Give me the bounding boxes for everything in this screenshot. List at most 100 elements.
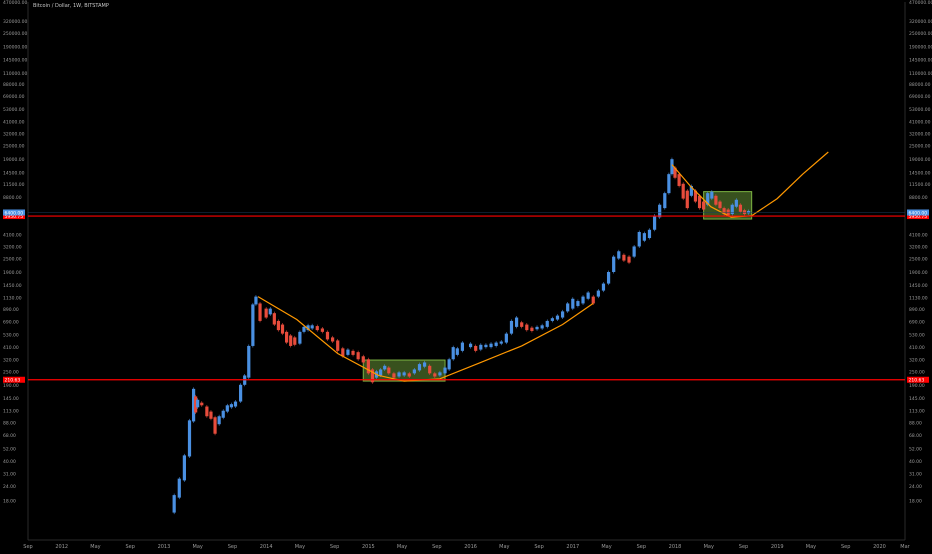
y-tick-label-right: 19000.00 — [909, 157, 931, 163]
y-tick-label-right: 69000.00 — [909, 94, 931, 100]
y-tick-label-left: 690.00 — [3, 320, 19, 326]
candle — [443, 367, 447, 374]
y-tick-label-left: 190000.00 — [3, 44, 27, 50]
candle — [187, 420, 192, 457]
candle — [484, 344, 488, 348]
candle — [586, 292, 590, 299]
candle — [428, 365, 432, 374]
y-tick-label-left: 1900.00 — [3, 270, 22, 276]
y-tick-label-left: 1450.00 — [3, 283, 22, 289]
current-price-box — [907, 209, 929, 216]
y-tick-label-left: 250000.00 — [3, 31, 27, 37]
candle — [325, 331, 330, 340]
y-tick-label-left: 4100.00 — [3, 232, 22, 238]
candle — [617, 251, 621, 259]
y-tick-label-right: 24.00 — [909, 484, 922, 490]
candle — [383, 365, 387, 370]
y-tick-label-left: 320000.00 — [3, 19, 27, 25]
candle — [504, 333, 508, 343]
y-tick-label-right: 320000.00 — [909, 19, 932, 25]
x-tick-label: May — [601, 544, 611, 550]
candle — [673, 167, 677, 178]
y-tick-label-left: 145000.00 — [3, 58, 27, 64]
candle — [596, 290, 600, 297]
candle — [233, 401, 238, 407]
candle — [545, 320, 549, 327]
candle — [370, 369, 375, 383]
y-tick-label-right: 1130.00 — [909, 295, 928, 301]
y-tick-label-right: 14500.00 — [909, 170, 931, 176]
x-tick-label: Sep — [637, 544, 646, 550]
x-tick-label: Mar — [900, 544, 910, 550]
price-label-box — [3, 213, 25, 220]
candle — [336, 340, 340, 351]
candle — [637, 231, 641, 247]
y-tick-label-right: 88.00 — [909, 421, 922, 427]
candle — [689, 185, 693, 196]
y-tick-label-left: 470000.00 — [3, 0, 27, 6]
candle — [451, 347, 455, 360]
candle — [320, 328, 324, 332]
candle — [397, 372, 401, 377]
candle — [652, 215, 657, 230]
x-tick-label: 2014 — [260, 544, 273, 550]
y-tick-label-right: 190000.00 — [909, 44, 932, 50]
candle — [455, 348, 459, 355]
y-tick-label-right: 53000.00 — [909, 107, 931, 113]
y-tick-label-left: 110000.00 — [3, 71, 27, 77]
candle — [627, 256, 631, 263]
x-tick-label: May — [806, 544, 816, 550]
y-tick-label-right: 1900.00 — [909, 270, 928, 276]
candle — [217, 416, 221, 425]
candle — [576, 301, 580, 306]
y-tick-label-right: 145000.00 — [909, 58, 932, 64]
current-price-label: 6400.00 — [5, 210, 24, 216]
x-tick-label: 2015 — [362, 544, 375, 550]
y-tick-label-left: 41000.00 — [3, 120, 25, 126]
candle — [677, 174, 681, 186]
x-tick-label: Sep — [432, 544, 441, 550]
candle — [268, 308, 272, 315]
candle — [182, 455, 186, 481]
x-tick-label: May — [704, 544, 714, 550]
y-tick-label-right: 88000.00 — [909, 82, 931, 88]
y-tick-label-right: 40.00 — [909, 459, 922, 465]
y-tick-label-left: 8800.00 — [3, 195, 22, 201]
candle — [280, 324, 285, 334]
price-label: 5950.75 — [909, 214, 928, 220]
candle — [258, 303, 262, 321]
y-tick-label-right: 2500.00 — [909, 257, 928, 263]
candle — [530, 327, 534, 331]
x-tick-label: 2020 — [873, 544, 886, 550]
candle — [194, 396, 198, 413]
y-tick-label-left: 88.00 — [3, 421, 16, 427]
candle — [379, 369, 383, 376]
x-tick-label: Sep — [125, 544, 134, 550]
y-tick-label-left: 32000.00 — [3, 132, 25, 138]
candle — [714, 195, 718, 205]
candle — [306, 325, 310, 331]
y-tick-label-left: 40.00 — [3, 459, 16, 465]
consolidation-box — [362, 359, 446, 382]
candle — [647, 229, 652, 239]
candle — [225, 405, 229, 412]
candle — [494, 342, 498, 346]
y-tick-label-right: 530.00 — [909, 333, 925, 339]
x-tick-label: Sep — [330, 544, 339, 550]
candle — [341, 348, 345, 357]
candle — [681, 183, 685, 199]
candle — [200, 402, 204, 406]
candle — [302, 326, 306, 332]
y-tick-label-left: 69000.00 — [3, 94, 25, 100]
x-tick-label: May — [193, 544, 203, 550]
y-tick-label-right: 890.00 — [909, 307, 925, 313]
candle — [205, 406, 209, 417]
candle — [209, 411, 213, 419]
candle — [535, 326, 539, 330]
candle — [351, 350, 355, 355]
candle — [468, 343, 473, 348]
candle — [239, 384, 243, 402]
x-tick-label: Sep — [841, 544, 850, 550]
candle — [330, 337, 335, 342]
